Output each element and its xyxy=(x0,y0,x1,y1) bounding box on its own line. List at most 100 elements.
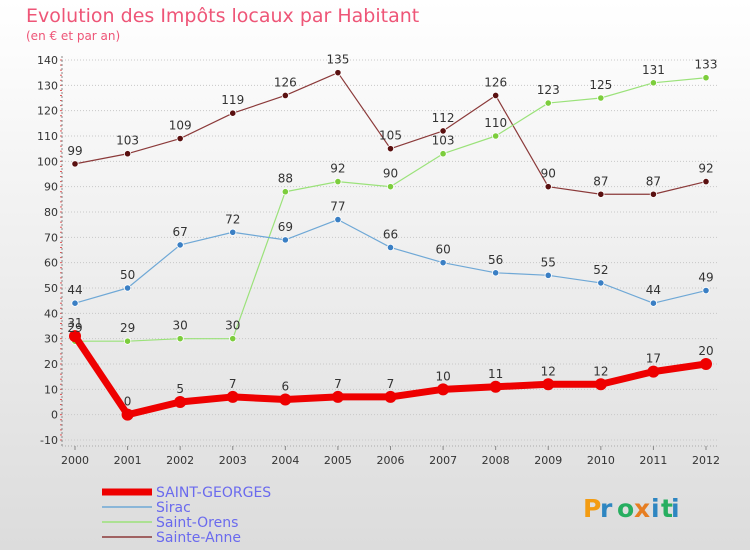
data-point xyxy=(229,109,237,117)
data-point xyxy=(123,150,132,158)
data-point xyxy=(437,383,450,396)
x-tick-label: 2004 xyxy=(271,454,299,467)
legend-label: Saint-Orens xyxy=(156,515,238,531)
data-label: 30 xyxy=(225,319,240,333)
data-label: 119 xyxy=(221,93,244,107)
y-tick-label: 0 xyxy=(51,409,58,422)
data-label: 29 xyxy=(67,321,82,335)
data-label: 66 xyxy=(383,227,398,241)
data-point xyxy=(334,216,342,224)
data-point xyxy=(542,378,555,391)
data-label: 11 xyxy=(488,367,503,381)
x-tick-label: 2012 xyxy=(692,454,720,467)
data-point xyxy=(544,99,552,107)
data-label: 135 xyxy=(326,53,349,67)
data-point xyxy=(334,69,342,77)
data-point xyxy=(439,150,447,158)
y-tick-label: 10 xyxy=(44,383,58,396)
data-label: 123 xyxy=(537,83,560,97)
data-label: 12 xyxy=(541,364,556,378)
data-point xyxy=(649,190,658,198)
x-tick-label: 2001 xyxy=(114,454,142,467)
x-tick-label: 2010 xyxy=(587,454,615,467)
x-tick-label: 2007 xyxy=(429,454,457,467)
data-point xyxy=(123,284,132,292)
data-label: 56 xyxy=(488,253,503,267)
y-tick-label: 120 xyxy=(37,105,58,118)
data-point xyxy=(492,269,500,277)
data-point xyxy=(544,271,552,279)
data-point xyxy=(281,236,289,244)
x-tick-label: 2000 xyxy=(61,454,89,467)
data-label: 50 xyxy=(120,268,135,282)
logo-letter: i xyxy=(671,494,680,523)
chart-subtitle: (en € et par an) xyxy=(26,29,120,43)
data-label: 110 xyxy=(484,116,507,130)
data-label: 7 xyxy=(229,377,237,391)
data-label: 44 xyxy=(646,283,661,297)
data-point xyxy=(386,243,395,252)
data-label: 77 xyxy=(330,200,345,214)
series-layer xyxy=(69,69,712,421)
data-point xyxy=(597,94,605,102)
proxiti-logo: Pr o x i ti xyxy=(583,494,680,523)
data-point xyxy=(71,299,79,307)
x-tick-label: 2005 xyxy=(324,454,352,467)
data-point xyxy=(647,365,660,378)
data-label: 55 xyxy=(541,255,556,269)
data-point xyxy=(174,396,187,408)
x-tick-label: 2008 xyxy=(482,454,510,467)
data-point xyxy=(597,279,605,287)
y-tick-label: 70 xyxy=(44,231,58,244)
data-point xyxy=(176,134,184,143)
data-point xyxy=(702,286,710,295)
data-point xyxy=(229,228,237,236)
data-point xyxy=(279,393,292,406)
y-tick-label: 60 xyxy=(44,257,58,270)
y-tick-label: 80 xyxy=(44,206,58,219)
y-tick-label: 140 xyxy=(37,54,58,67)
x-tick-label: 2009 xyxy=(534,454,562,467)
data-point xyxy=(226,390,239,403)
y-tick-label: 30 xyxy=(44,333,58,346)
data-point xyxy=(121,408,134,421)
data-point xyxy=(386,183,395,191)
data-point xyxy=(594,378,607,391)
data-label: 131 xyxy=(642,63,665,77)
data-point xyxy=(702,178,710,186)
data-label: 52 xyxy=(593,263,608,277)
data-label: 12 xyxy=(593,364,608,378)
x-tick-label: 2003 xyxy=(219,454,247,467)
data-label: 133 xyxy=(695,58,718,72)
data-label: 60 xyxy=(435,243,450,257)
y-tick-label: 130 xyxy=(37,79,58,92)
data-label: 87 xyxy=(593,174,608,188)
data-label: 44 xyxy=(67,283,82,297)
data-label: 126 xyxy=(484,75,507,89)
x-tick-label: 2011 xyxy=(639,454,667,467)
data-label: 103 xyxy=(116,134,139,148)
data-point xyxy=(176,335,184,343)
data-label: 7 xyxy=(334,377,342,391)
y-tick-label: 110 xyxy=(37,130,58,143)
data-label: 87 xyxy=(646,174,661,188)
data-label: 10 xyxy=(435,369,450,383)
data-point xyxy=(281,188,289,196)
y-tick-label: -10 xyxy=(40,434,58,447)
data-point xyxy=(123,337,132,345)
data-point xyxy=(69,330,81,343)
grid xyxy=(62,59,718,441)
y-tick-label: 90 xyxy=(44,181,58,194)
data-point xyxy=(597,190,605,198)
legend-label: SAINT-GEORGES xyxy=(156,485,271,501)
data-label: 92 xyxy=(330,162,345,176)
logo-letter: x xyxy=(634,494,650,523)
data-label: 88 xyxy=(278,172,293,186)
data-label: 90 xyxy=(541,167,556,181)
logo-letter: o xyxy=(617,494,634,523)
data-label: 103 xyxy=(432,134,455,148)
data-label: 20 xyxy=(698,344,713,358)
chart-title: Evolution des Impôts locaux par Habitant xyxy=(26,5,419,27)
